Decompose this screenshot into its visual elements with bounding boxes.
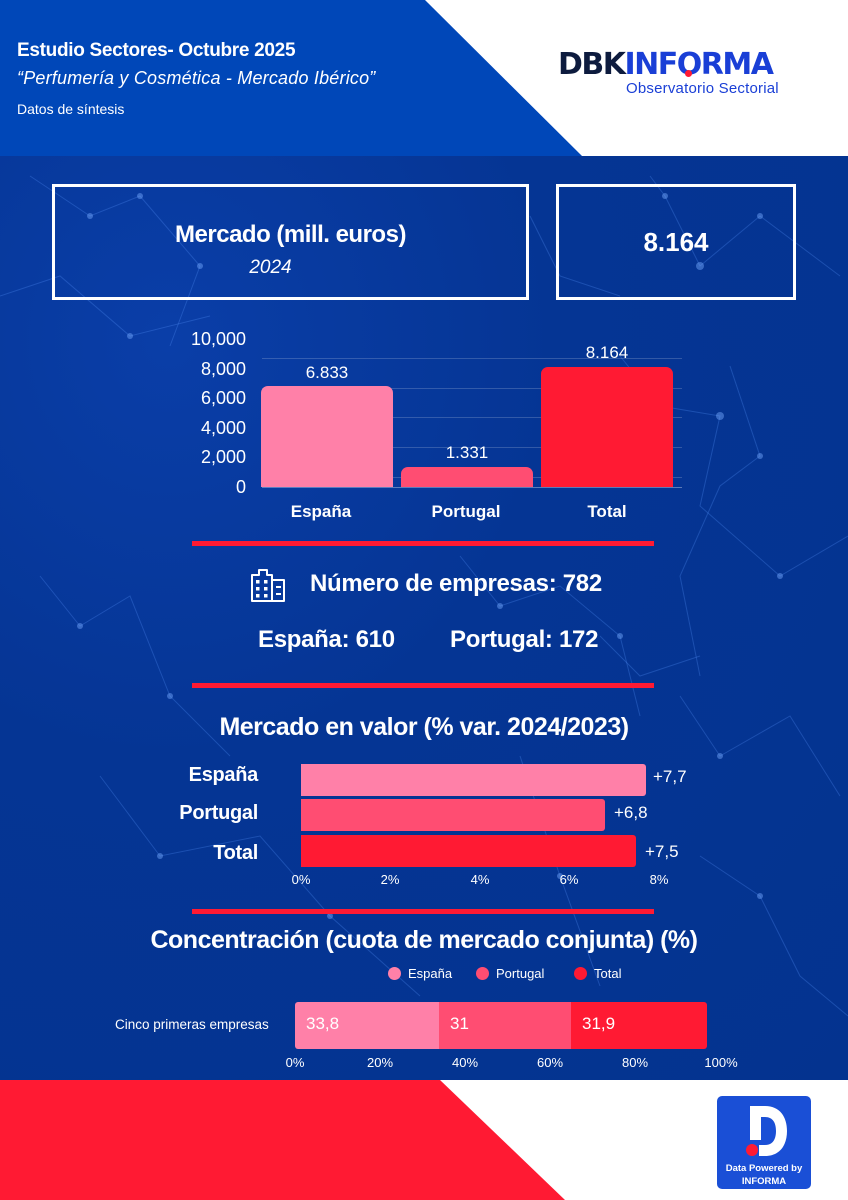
companies-spain: España: 610 [258,626,395,653]
gridline [262,358,682,359]
legend-dot-icon [574,967,587,980]
body-background [0,156,848,1080]
data-powered-by-informa-badge: Data Powered by INFORMA [717,1096,811,1189]
y-category-label: España [188,764,259,786]
bar-total[interactable] [541,367,673,487]
x-tick: 0% [285,1055,305,1070]
bar-value-label: 1.331 [445,443,489,462]
bar-plot [180,325,680,487]
y-category-label: Portugal [179,802,258,824]
bar-espana-growth[interactable] [301,764,646,796]
companies-portugal: Portugal: 172 [450,626,599,653]
y-tick: 8,000 [200,359,246,379]
report-subtitle: “Perfumería y Cosmética - Mercado Ibéric… [17,68,376,88]
segment-value: 33,8 [306,1014,340,1033]
legend-item-espana[interactable]: España [388,966,452,981]
informa-d-logo-icon [746,1106,787,1156]
gridline [262,447,682,448]
concentration-chart-title: Concentración (cuota de mercado conjunta… [150,926,698,954]
y-category-label: Total [213,842,258,864]
y-tick: 4,000 [200,418,246,438]
segment-portugal[interactable]: 31 [439,1002,571,1049]
gridline [262,417,682,418]
x-tick: 8% [649,872,669,887]
bar-value-label: +6,8 [614,803,648,822]
report-note: Datos de síntesis [17,101,125,117]
concentration-stacked-bar: 33,8 31 31,9 [295,1002,707,1049]
x-tick: 6% [559,872,579,887]
market-value: 8.164 [643,227,709,257]
y-tick: 6,000 [200,388,246,408]
segment-espana[interactable]: 33,8 [295,1002,439,1049]
x-category-label: Total [587,502,627,521]
segment-value: 31 [450,1014,469,1033]
bar-value-label: +7,5 [645,842,679,861]
bar-value-label: +7,7 [653,767,687,786]
dbk-informa-logo: DBKINFORMA Observatorio Sectorial [558,50,788,102]
gridline [262,388,682,389]
section-divider [192,541,654,546]
office-building-icon [251,569,285,602]
x-category-label: Portugal [431,502,501,521]
x-axis-line [262,487,682,488]
segment-value: 31,9 [582,1014,616,1033]
logo-informa-text: INFORMA [624,47,774,82]
logo-red-dot-icon [685,70,692,77]
section-divider [192,683,654,688]
legend-item-portugal[interactable]: Portugal [476,966,544,981]
bar-portugal-growth[interactable] [301,799,605,831]
x-tick: 20% [366,1055,394,1070]
x-tick: 40% [451,1055,479,1070]
bar-espana[interactable] [261,386,393,487]
x-tick: 100% [704,1055,738,1070]
y-tick: 10,000 [190,329,246,349]
report-title: Estudio Sectores- Octubre 2025 [17,40,296,61]
companies-total: Número de empresas: 782 [310,570,602,597]
section-divider [192,909,654,914]
x-tick: 80% [621,1055,649,1070]
bar-value-label: 8.164 [585,343,629,362]
bar-portugal[interactable] [401,467,533,487]
segment-total[interactable]: 31,9 [571,1002,707,1049]
badge-text: Data Powered by INFORMA [717,1162,811,1188]
legend-label: Portugal [496,966,545,981]
legend-label: España [408,966,453,981]
y-category-label: Cinco primeras empresas [115,1017,269,1032]
x-tick: 4% [470,872,490,887]
legend-dot-icon [388,967,401,980]
market-label-box: Mercado (mill. euros) 2024 [52,184,529,300]
market-value-box: 8.164 [556,184,796,300]
legend-item-total[interactable]: Total [574,966,621,981]
x-tick: 2% [380,872,400,887]
logo-tagline: Observatorio Sectorial [626,80,779,97]
x-category-label: España [290,502,352,521]
market-year: 2024 [249,257,292,278]
market-label: Mercado (mill. euros) [175,221,406,248]
legend-label: Total [594,966,622,981]
x-tick: 0% [291,872,311,887]
y-tick: 0 [235,477,246,497]
bar-total-growth[interactable] [301,835,636,867]
market-bar-chart: 10,000 8,000 6,000 4,000 2,000 0 6.833 1… [180,325,682,525]
logo-dbk-text: DBK [558,47,626,82]
badge-line1: Data Powered by [725,1163,803,1174]
y-tick: 2,000 [200,447,246,467]
header: Estudio Sectores- Octubre 2025 “Perfumer… [0,0,848,156]
network-background-icon [0,175,848,1017]
bar-value-label: 6.833 [305,363,349,382]
chart-legend: España Portugal Total [0,966,848,984]
legend-dot-icon [476,967,489,980]
badge-line2: INFORMA [741,1176,787,1187]
growth-chart-title: Mercado en valor (% var. 2024/2023) [219,713,629,741]
x-tick: 60% [536,1055,564,1070]
